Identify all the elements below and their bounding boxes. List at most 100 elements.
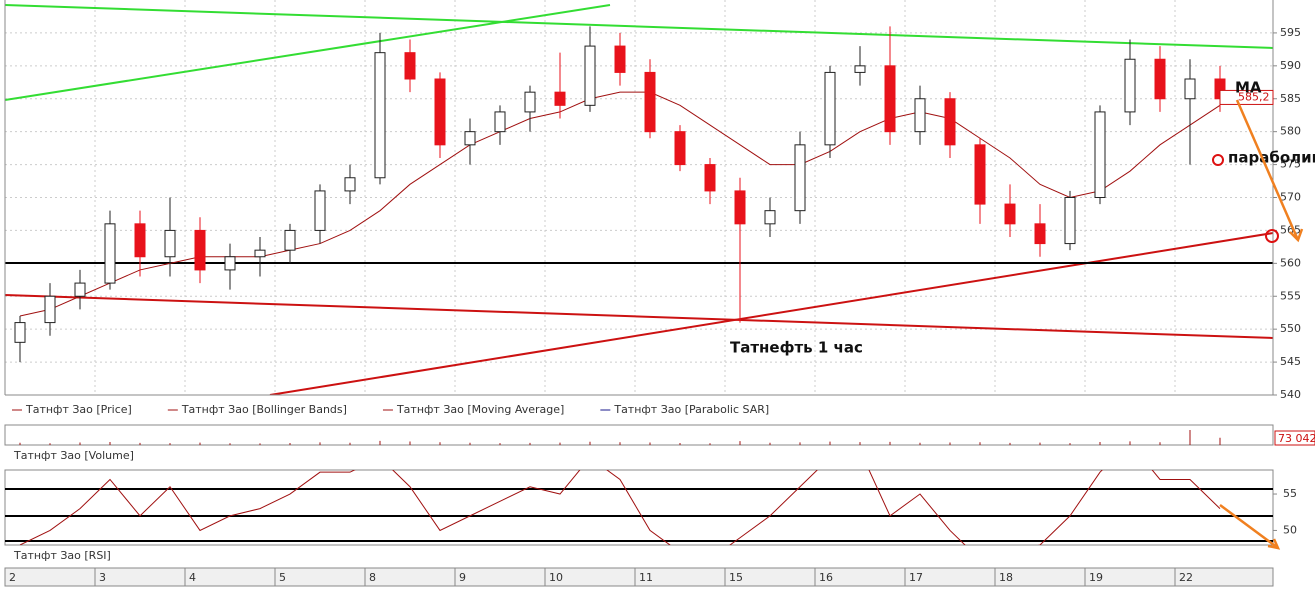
candle-body [314, 190, 326, 231]
date-label: 9 [459, 571, 466, 584]
arrow-head [1289, 228, 1304, 243]
y-tick-label: 560 [1280, 256, 1301, 269]
date-label: 5 [279, 571, 286, 584]
trend-line [5, 294, 1273, 339]
volume-marks [19, 430, 1221, 445]
y-tick-label: 585 [1280, 92, 1301, 105]
candle-body [614, 45, 626, 73]
trend-line [269, 232, 1273, 395]
legend-label: Татнфт Зао [Moving Average] [396, 403, 564, 416]
candle-body [134, 223, 146, 258]
rsi-levels [5, 488, 1273, 542]
candle-body [554, 91, 566, 106]
rsi-label: Татнфт Зао [RSI] [13, 549, 111, 562]
date-label: 18 [999, 571, 1013, 584]
candle-body [374, 52, 386, 179]
annotation: Татнефть 1 час [730, 339, 863, 357]
volume-last-box [1274, 430, 1315, 446]
date-label: 11 [639, 571, 653, 584]
candle-body [1154, 58, 1166, 100]
price-marks [14, 26, 1226, 363]
y-tick-label: 50 [1283, 523, 1297, 536]
last-price: 585,2 [1238, 90, 1270, 103]
candle-body [104, 223, 116, 284]
candle-body [464, 131, 476, 146]
volume-last: 73 042 [1278, 432, 1315, 445]
candle-body [344, 177, 356, 192]
annotation: МА [1235, 79, 1262, 97]
candle-body [1034, 223, 1046, 245]
candle-body [1124, 58, 1136, 113]
candle-body [734, 190, 746, 225]
candle-body [1184, 78, 1196, 100]
marker-circle [1212, 154, 1224, 166]
marker-circle [1265, 229, 1279, 243]
candle-body [494, 111, 506, 133]
candle-body [434, 78, 446, 146]
date-label: 10 [549, 571, 563, 584]
y-tick-label: 540 [1280, 388, 1301, 401]
arrow [1219, 503, 1279, 550]
candle-body [74, 282, 86, 297]
candle-body [44, 295, 56, 324]
arrows [1219, 99, 1304, 550]
y-tick-label: 555 [1280, 289, 1301, 302]
candle-body [764, 210, 776, 225]
candle-body [944, 98, 956, 146]
arrow [1235, 99, 1300, 241]
legend-label: Татнфт Зао [Bollinger Bands] [181, 403, 347, 416]
candle-body [914, 98, 926, 133]
volume-label: Татнфт Зао [Volume] [13, 449, 134, 462]
date-label: 3 [99, 571, 106, 584]
line-series [19, 470, 1221, 545]
date-label: 16 [819, 571, 833, 584]
candle-body [524, 91, 536, 113]
rsi-panel [4, 469, 1274, 546]
candle-body [854, 65, 866, 73]
candle-body [584, 45, 596, 106]
candle-body [1004, 203, 1016, 225]
rsi-marks [19, 470, 1221, 545]
volume-panel [4, 424, 1274, 446]
y-tick-label: 545 [1280, 355, 1301, 368]
y-tick-label: 550 [1280, 322, 1301, 335]
legend: Татнфт Зао [Price] Татнфт Зао [Bollinger … [12, 403, 769, 416]
y-tick-label: 570 [1280, 191, 1301, 204]
date-label: 22 [1179, 571, 1193, 584]
candle-body [704, 164, 716, 192]
candle-body [644, 71, 656, 133]
candle-body [224, 256, 236, 271]
candle-body [404, 52, 416, 80]
candle-body [14, 322, 26, 343]
candle-body [254, 249, 266, 258]
y-tick-label: 575 [1280, 158, 1301, 171]
price-box [1219, 89, 1274, 105]
date-label: 2 [9, 571, 16, 584]
date-label: 19 [1089, 571, 1103, 584]
date-label: 17 [909, 571, 923, 584]
annotation: параболик [1228, 149, 1315, 167]
date-label: 8 [369, 571, 376, 584]
legend-label: Татнфт Зао [Price] [25, 403, 132, 416]
trend-line [5, 4, 1273, 49]
y-tick-label: 590 [1280, 59, 1301, 72]
y-tick-label: 55 [1283, 487, 1297, 500]
y-tick-label: 595 [1280, 26, 1301, 39]
candle-body [284, 229, 296, 251]
candle-body [794, 144, 806, 212]
candle-body [674, 131, 686, 166]
line-series [19, 91, 1221, 317]
arrow-head [1267, 538, 1281, 550]
trend-line [5, 4, 611, 101]
drawings [5, 4, 1273, 395]
y-tick-label: 580 [1280, 125, 1301, 138]
candle-body [1064, 197, 1076, 245]
candle-body [164, 229, 176, 258]
date-label: 15 [729, 571, 743, 584]
legend-label: Татнфт Зао [Parabolic SAR] [613, 403, 769, 416]
candle-body [194, 229, 206, 271]
date-labels: 2 3 4 5 8 9 10 11 15 16 17 18 19 22 [4, 568, 1193, 586]
candle-body [974, 144, 986, 205]
